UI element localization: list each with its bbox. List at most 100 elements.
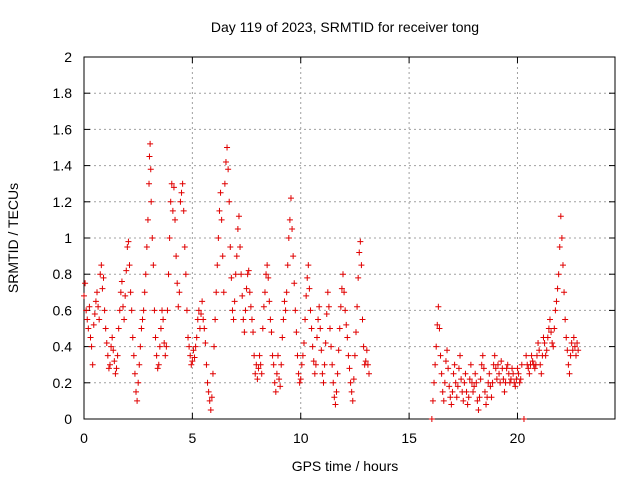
data-point <box>91 311 98 318</box>
data-point <box>108 343 115 350</box>
data-point <box>300 339 307 346</box>
data-point <box>452 379 459 386</box>
data-point <box>516 379 523 386</box>
data-point <box>531 365 538 372</box>
x-tick-label: 20 <box>510 430 526 446</box>
data-point <box>433 343 440 350</box>
data-point <box>440 397 447 404</box>
data-point <box>358 262 365 269</box>
data-point <box>157 325 164 332</box>
data-point <box>205 388 212 395</box>
data-point <box>444 347 451 354</box>
data-point <box>241 329 248 336</box>
data-point <box>121 316 128 323</box>
data-point <box>264 262 271 269</box>
data-point <box>465 394 472 401</box>
data-point <box>303 292 310 299</box>
data-point <box>535 339 542 346</box>
data-point <box>438 370 445 377</box>
data-point <box>97 271 104 278</box>
data-point <box>208 394 215 401</box>
data-point <box>272 388 279 395</box>
data-point <box>237 244 244 251</box>
data-point <box>439 388 446 395</box>
data-point <box>180 207 187 214</box>
data-point <box>188 361 195 368</box>
data-point <box>520 416 527 422</box>
data-point <box>277 383 284 390</box>
data-point <box>172 216 179 223</box>
data-point <box>308 325 315 332</box>
data-point <box>470 388 477 395</box>
data-point <box>211 343 218 350</box>
data-point <box>503 365 510 372</box>
data-point <box>291 280 298 287</box>
y-tick-label: 0 <box>64 411 72 427</box>
data-point <box>115 325 122 332</box>
data-point <box>357 238 364 245</box>
data-point <box>128 307 135 314</box>
data-point <box>176 289 183 296</box>
data-point <box>464 401 471 408</box>
data-points <box>81 140 582 422</box>
data-point <box>154 365 161 372</box>
data-point <box>155 361 162 368</box>
data-point <box>232 271 239 278</box>
data-point <box>434 321 441 328</box>
data-point <box>285 235 292 241</box>
data-point <box>227 244 234 251</box>
data-point <box>282 307 289 314</box>
data-point <box>362 358 369 365</box>
data-point <box>213 289 220 296</box>
data-point <box>101 307 108 314</box>
data-point <box>349 397 356 404</box>
data-point <box>356 249 363 256</box>
data-point <box>167 198 174 205</box>
data-point <box>187 352 194 359</box>
data-point <box>244 271 251 278</box>
data-point <box>246 289 253 296</box>
y-tick-label: 0.8 <box>53 266 73 282</box>
data-point <box>529 358 536 365</box>
data-point <box>118 278 125 285</box>
data-point <box>159 307 166 314</box>
data-point <box>429 397 436 404</box>
x-tick-label: 5 <box>188 430 196 446</box>
data-point <box>105 365 112 372</box>
data-point <box>224 144 231 151</box>
data-point <box>222 158 229 165</box>
data-point <box>312 361 319 368</box>
data-point <box>338 285 345 292</box>
data-point <box>100 274 107 281</box>
data-point <box>89 361 96 368</box>
data-point <box>460 397 467 404</box>
data-point <box>164 307 171 314</box>
data-point <box>83 307 90 314</box>
data-point <box>177 198 184 205</box>
data-point <box>117 289 124 296</box>
data-point <box>526 370 533 377</box>
data-point <box>174 280 181 287</box>
data-point <box>305 262 312 269</box>
data-point <box>474 397 481 404</box>
x-tick-label: 0 <box>80 430 88 446</box>
data-point <box>189 358 196 365</box>
data-point <box>161 339 168 346</box>
data-point <box>217 189 224 196</box>
data-point <box>95 303 102 310</box>
data-point <box>322 339 329 346</box>
data-point <box>186 343 193 350</box>
y-tick-label: 1.8 <box>53 85 73 101</box>
data-point <box>200 316 207 323</box>
data-point <box>104 352 111 359</box>
data-point <box>316 303 323 310</box>
x-axis-ticks: 0 5 10 15 20 <box>80 57 525 446</box>
data-point <box>238 271 245 278</box>
x-tick-label: 10 <box>293 430 309 446</box>
data-point <box>479 352 486 359</box>
data-point <box>453 394 460 401</box>
data-point <box>463 388 470 395</box>
data-point <box>315 316 322 323</box>
data-point <box>447 394 454 401</box>
